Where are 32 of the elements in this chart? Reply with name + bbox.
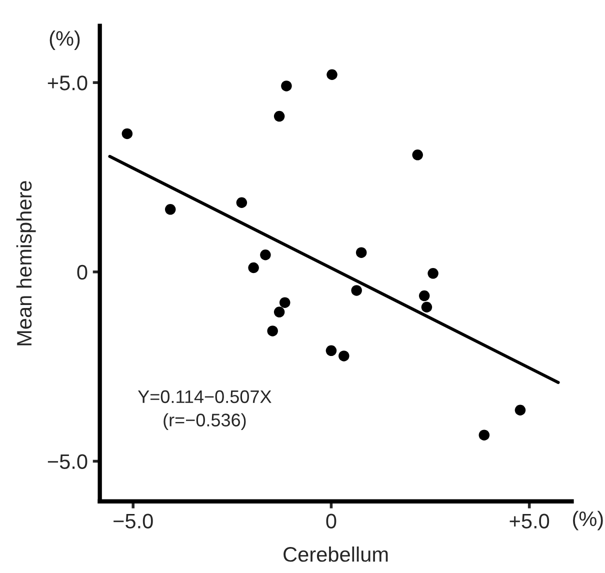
y-tick-label: −5.0 [48,454,88,469]
point [122,128,133,140]
point [164,204,176,215]
point [326,69,338,80]
y-axis-title: Mean hemisphere [16,181,36,346]
point [267,326,278,336]
x-tick-label: +5.0 [510,514,550,528]
y-tick-label: +5.0 [48,76,88,90]
point [351,285,362,296]
point [279,297,290,308]
x-tick-label: −5.0 [114,514,153,528]
x-axis-title: Cerebellum [284,546,388,562]
point [412,150,423,160]
point [274,306,285,318]
point [514,404,526,416]
point [478,430,490,440]
x-tick-label: 0 [326,514,336,528]
point [260,249,271,260]
point [236,197,248,208]
y-tick-label: 0 [77,264,88,280]
point [274,110,285,122]
point [338,350,350,362]
point [421,302,432,313]
point [248,262,259,274]
point [326,345,337,356]
point [428,268,438,279]
text: (%) [573,510,603,530]
point [356,247,367,258]
annotation: Y=0.114−0.507X (r=−0.536) [138,390,272,430]
point [418,290,430,302]
text: (%) [50,30,80,50]
point [281,80,292,92]
